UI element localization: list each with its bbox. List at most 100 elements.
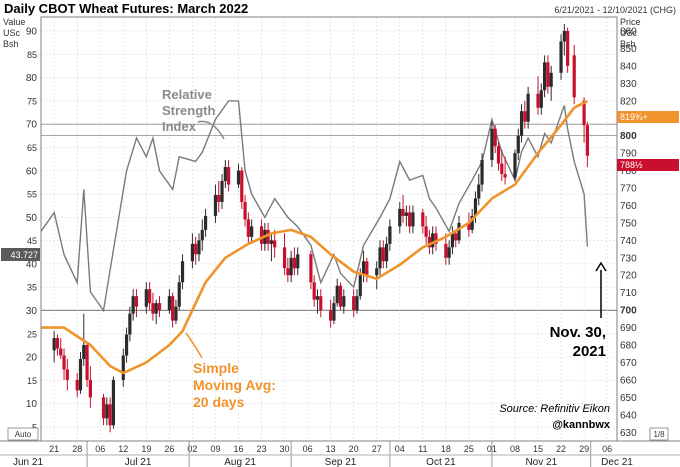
- ma-pointer-line: [185, 332, 203, 359]
- candle-body: [513, 153, 517, 178]
- auto-scale-button[interactable]: [7, 427, 39, 441]
- candle: [111, 376, 116, 429]
- candle: [227, 160, 231, 192]
- candle-body: [450, 233, 455, 248]
- candle: [546, 55, 550, 94]
- auto-scale-label: Auto: [15, 430, 32, 439]
- candle: [539, 83, 543, 115]
- candle: [197, 233, 201, 262]
- candle: [190, 233, 195, 269]
- candle-body: [213, 194, 218, 216]
- candle-body: [516, 135, 520, 154]
- candle: [480, 153, 484, 192]
- rsi-line: [40, 100, 589, 313]
- candle: [105, 397, 109, 426]
- ma-annotation-line: Simple: [193, 360, 239, 376]
- candle-body: [312, 282, 316, 300]
- candle: [315, 289, 320, 314]
- candle-body: [266, 229, 270, 244]
- candle: [332, 296, 336, 325]
- x-tick-label: 30: [280, 444, 290, 454]
- ma-price-badge: 819¾+: [617, 111, 679, 123]
- last-price-badge-bg: [617, 159, 679, 171]
- right-tick-label: 860: [620, 26, 637, 37]
- right-tick-label: 670: [620, 358, 637, 369]
- moving-average-series: [41, 100, 588, 375]
- candle: [401, 194, 405, 223]
- candle: [431, 226, 435, 255]
- candle-body: [217, 194, 221, 202]
- candle-body: [65, 369, 69, 380]
- candle-body: [167, 296, 171, 311]
- candle: [523, 100, 527, 129]
- candle-body: [282, 247, 287, 269]
- candle: [477, 174, 481, 206]
- x-tick-label: 15: [533, 444, 543, 454]
- candle-body: [496, 146, 501, 164]
- candle-body: [177, 282, 181, 307]
- candle: [292, 247, 297, 276]
- candle: [220, 174, 224, 209]
- right-axis-label-line: USc: [620, 28, 638, 38]
- chart-title: Daily CBOT Wheat Futures: March 2022: [4, 1, 248, 16]
- candle: [171, 292, 175, 328]
- candle: [434, 226, 438, 251]
- candle: [243, 194, 247, 227]
- candle-body: [585, 125, 589, 156]
- date-annotation: Nov. 30, 2021: [550, 261, 607, 360]
- candle: [240, 167, 244, 209]
- candle-body: [319, 296, 323, 311]
- candle: [62, 348, 66, 380]
- left-axis-label-line: Value: [3, 17, 25, 27]
- candle: [411, 205, 415, 234]
- candle: [312, 275, 316, 307]
- right-tick-label: 630: [620, 428, 637, 439]
- candle-body: [128, 313, 132, 335]
- month-label: Sep 21: [325, 457, 357, 467]
- candle: [361, 250, 366, 283]
- candle-body: [342, 296, 346, 307]
- date-annotation-line: 2021: [573, 343, 606, 360]
- candle-body: [101, 397, 106, 419]
- x-tick-label: 25: [464, 444, 474, 454]
- candle-body: [352, 296, 356, 311]
- candle-body: [398, 208, 402, 227]
- x-tick-label: 16: [233, 444, 243, 454]
- candle-body: [144, 289, 148, 307]
- left-current-badge-bg: [1, 248, 40, 261]
- author-handle: @kannbwx: [552, 419, 611, 431]
- candle: [250, 219, 254, 244]
- left-tick-label: 70: [26, 120, 38, 131]
- candle-body: [467, 222, 471, 230]
- candle: [246, 212, 250, 244]
- x-tick-label: 26: [164, 444, 174, 454]
- candle: [213, 184, 218, 223]
- candle: [289, 250, 293, 283]
- candle: [167, 289, 171, 314]
- candle-body: [154, 303, 158, 314]
- right-tick-label: 710: [620, 288, 637, 299]
- candle-body: [200, 229, 204, 241]
- candle-body: [131, 296, 135, 314]
- x-tick-label: 06: [95, 444, 105, 454]
- candle-body: [171, 296, 175, 321]
- candle-body: [246, 219, 250, 237]
- candle-body: [470, 215, 474, 230]
- candle: [378, 240, 382, 276]
- candle-body: [105, 404, 109, 419]
- ma-annotation-line: 20 days: [193, 394, 245, 410]
- candle: [101, 393, 106, 426]
- candle-body: [490, 128, 494, 161]
- candle-body: [536, 93, 540, 108]
- right-axis-label-line: Price: [620, 17, 641, 27]
- candle: [454, 229, 458, 248]
- candlestick-series: [52, 23, 589, 433]
- rsi-annotation-line: Relative: [162, 87, 212, 102]
- candle: [223, 160, 227, 188]
- candle-body: [227, 167, 231, 185]
- rsi-pointer-line: [197, 120, 225, 140]
- candle: [513, 149, 517, 182]
- fraction-format-button[interactable]: [649, 427, 669, 441]
- candle-body: [190, 243, 195, 262]
